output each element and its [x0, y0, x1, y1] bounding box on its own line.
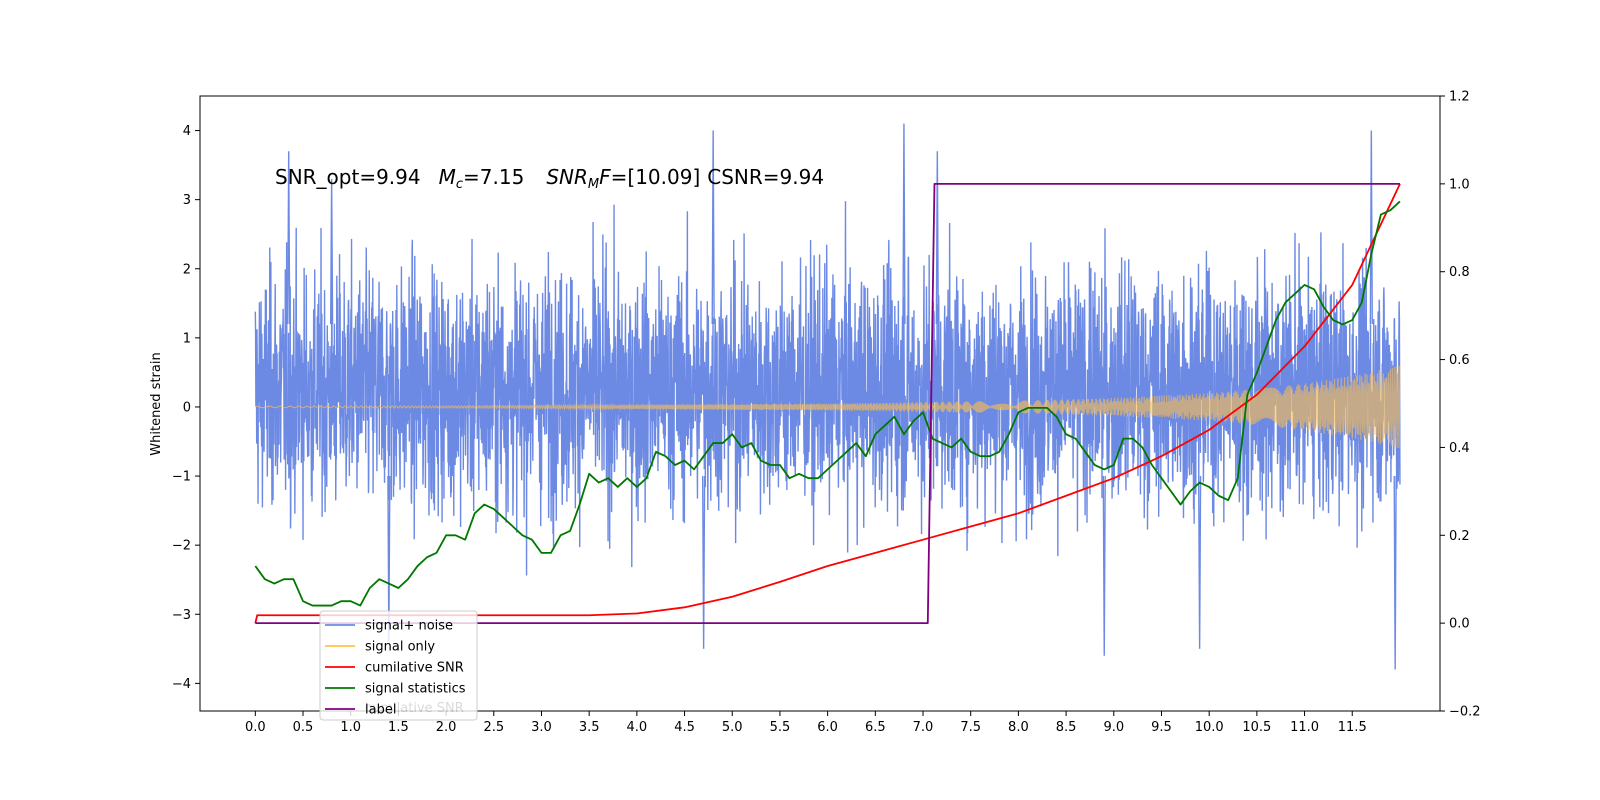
x-tick-label: 4.5 [674, 720, 695, 735]
legend-label: cumilative SNR [365, 661, 464, 676]
y-left-tick-label: −4 [172, 677, 191, 692]
noise-spike [329, 178, 334, 325]
noise-spike [935, 151, 939, 325]
y-right-tick-label: 0.6 [1449, 353, 1470, 368]
series-cumilative-snr [254, 183, 1401, 624]
series-label [255, 182, 1400, 625]
annotation-snr-opt: SNR_opt=9.94 [275, 165, 421, 189]
x-tick-label: 4.0 [627, 720, 648, 735]
x-tick-label: 0.5 [293, 720, 314, 735]
series-signal-noise [254, 201, 1401, 576]
x-tick-label: 5.5 [770, 720, 791, 735]
y-axis-left: −4 −3 −2 −1 0 1 2 3 4 [172, 124, 200, 692]
annotation-snrmf-value: =[10.09] [611, 165, 701, 189]
legend-label: signal only [365, 640, 435, 655]
noise-spike [711, 130, 715, 325]
y-left-tick-label: 2 [183, 262, 191, 277]
noise-spike [1393, 476, 1397, 670]
legend-label: signal+ noise [365, 619, 453, 634]
noise-spike [902, 123, 906, 325]
annotation-text: SNR_opt=9.94 Mc=7.15 SNRMF=[10.09] CSNR=9.9… [275, 165, 824, 192]
y-right-tick-label: 0.0 [1449, 617, 1470, 632]
annotation-mc-sub: c [456, 177, 463, 192]
x-tick-label: 11.0 [1290, 720, 1319, 735]
x-tick-label: 9.0 [1103, 720, 1124, 735]
x-tick-label: 2.0 [436, 720, 457, 735]
series-signal-statistics [254, 200, 1401, 607]
x-tick-label: 8.0 [1008, 720, 1029, 735]
annotation-mc-symbol: M [439, 165, 456, 189]
x-tick-label: 6.0 [817, 720, 838, 735]
x-tick-label: 10.5 [1242, 720, 1271, 735]
x-tick-label: 5.0 [722, 720, 743, 735]
annotation-snrmf-symbol: SNR [546, 165, 588, 189]
noise-spike [287, 151, 291, 325]
y-left-tick-label: 1 [183, 331, 191, 346]
legend-label: signal statistics [365, 682, 466, 697]
x-tick-label: 2.5 [483, 720, 504, 735]
legend: cumilative SNR signal+ noise signal only c… [319, 610, 478, 721]
y-axis-label: Whitened strain [149, 352, 164, 455]
axes-frame [199, 95, 1441, 712]
x-tick-label: 11.5 [1338, 720, 1367, 735]
annotation-snrmf-sub: M [588, 177, 599, 192]
y-right-tick-label: 0.8 [1449, 265, 1470, 280]
x-tick-label: 10.0 [1195, 720, 1224, 735]
y-left-tick-label: −3 [172, 608, 191, 623]
legend-ghost-text: cumilative SNR [365, 701, 464, 716]
series-signal-only [255, 365, 1401, 449]
legend-entries: signal+ noise signal only cumilative SNR si… [325, 619, 466, 718]
x-tick-label: 0.0 [245, 720, 266, 735]
y-right-tick-label: 0.4 [1449, 441, 1470, 456]
annotation-mc-value: =7.15 [463, 165, 524, 189]
x-tick-label: 1.0 [340, 720, 361, 735]
annotation-snrmf-f: F [599, 165, 611, 189]
annotation-csnr: CSNR=9.94 [707, 165, 824, 189]
x-tick-label: 1.5 [388, 720, 409, 735]
noise-spike [1102, 476, 1106, 656]
x-tick-label: 6.5 [865, 720, 886, 735]
y-left-tick-label: 0 [183, 400, 191, 415]
y-left-tick-label: 3 [183, 193, 191, 208]
x-tick-label: 8.5 [1056, 720, 1077, 735]
y-right-tick-label: −0.2 [1449, 705, 1481, 720]
y-axis-right: −0.2 0.0 0.2 0.4 0.6 0.8 1.0 1.2 [1440, 90, 1481, 720]
x-tick-label: 9.5 [1151, 720, 1172, 735]
legend-label: label [365, 703, 396, 718]
x-tick-label: 7.0 [913, 720, 934, 735]
y-left-tick-label: 4 [183, 124, 191, 139]
x-tick-label: 3.0 [531, 720, 552, 735]
legend-box [319, 610, 478, 721]
x-tick-label: 7.5 [960, 720, 981, 735]
y-left-tick-label: −2 [172, 539, 191, 554]
x-axis: 0.0 0.5 1.0 1.5 2.0 2.5 3.0 3.5 4.0 4.5 5.0 5.5 6.0 6… [245, 711, 1367, 735]
x-tick-label: 3.5 [579, 720, 600, 735]
y-right-tick-label: 1.0 [1449, 177, 1470, 192]
y-left-tick-label: −1 [172, 470, 191, 485]
y-right-tick-label: 1.2 [1449, 90, 1470, 105]
y-right-tick-label: 0.2 [1449, 529, 1470, 544]
